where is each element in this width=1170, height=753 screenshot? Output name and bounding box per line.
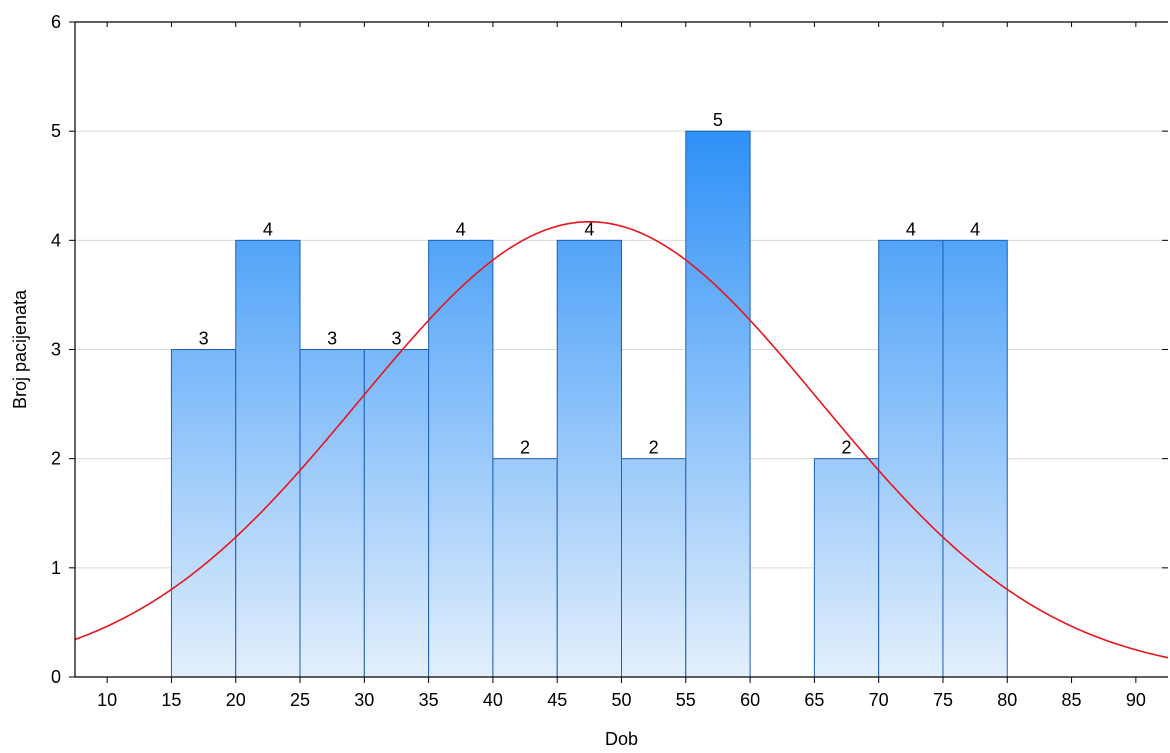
y-tick-label: 6 bbox=[51, 12, 61, 32]
x-tick-label: 35 bbox=[419, 690, 439, 710]
y-tick-label: 0 bbox=[51, 667, 61, 687]
x-tick-label: 55 bbox=[676, 690, 696, 710]
bar-value-label: 4 bbox=[906, 219, 916, 239]
y-tick-label: 3 bbox=[51, 340, 61, 360]
bars bbox=[170, 130, 1008, 678]
bar-value-label: 2 bbox=[520, 438, 530, 458]
bar-value-label: 2 bbox=[649, 438, 659, 458]
x-tick-label: 40 bbox=[483, 690, 503, 710]
bar-value-label: 4 bbox=[456, 219, 466, 239]
y-tick-label: 5 bbox=[51, 121, 61, 141]
y-tick-label: 2 bbox=[51, 449, 61, 469]
data-labels: 3 4 3 3 4 2 4 2 5 2 4 4 bbox=[199, 110, 981, 458]
x-tick-label: 85 bbox=[1062, 690, 1082, 710]
bar-value-label: 3 bbox=[199, 329, 209, 349]
histogram-bar bbox=[685, 130, 751, 678]
bar-value-label: 4 bbox=[263, 219, 273, 239]
x-tick-label: 90 bbox=[1126, 690, 1146, 710]
bar-value-label: 5 bbox=[713, 110, 723, 130]
x-tick-label: 15 bbox=[161, 690, 181, 710]
normal-curve bbox=[74, 220, 1169, 659]
bar-value-label: 3 bbox=[391, 329, 401, 349]
histogram-bar bbox=[492, 458, 558, 678]
x-tick-label: 25 bbox=[290, 690, 310, 710]
histogram-bar bbox=[170, 349, 237, 678]
histogram-bar bbox=[621, 458, 687, 678]
x-tick-label: 75 bbox=[933, 690, 953, 710]
x-tick-label: 80 bbox=[997, 690, 1017, 710]
bar-value-label: 2 bbox=[842, 438, 852, 458]
x-tick-label: 60 bbox=[740, 690, 760, 710]
normal-curve-line bbox=[74, 220, 1169, 659]
y-axis-title: Broj pacijenata bbox=[10, 289, 30, 409]
x-tick-label: 70 bbox=[869, 690, 889, 710]
x-tick-label: 45 bbox=[547, 690, 567, 710]
bar-value-label: 3 bbox=[327, 329, 337, 349]
y-tick-label: 1 bbox=[51, 558, 61, 578]
x-tick-label: 20 bbox=[226, 690, 246, 710]
histogram-bar bbox=[942, 239, 1008, 678]
histogram-bar bbox=[813, 458, 880, 678]
bar-value-label: 4 bbox=[970, 219, 980, 239]
histogram-bar bbox=[299, 349, 365, 678]
y-tick-label: 4 bbox=[51, 230, 61, 250]
x-tick-label: 65 bbox=[804, 690, 824, 710]
histogram-bar bbox=[556, 239, 622, 678]
x-tick-label: 50 bbox=[611, 690, 631, 710]
bar-value-label: 4 bbox=[584, 219, 594, 239]
histogram-bar bbox=[878, 239, 944, 678]
histogram-bar bbox=[428, 239, 494, 678]
histogram-bar bbox=[235, 239, 301, 678]
x-axis-title: Dob bbox=[605, 729, 638, 749]
x-tick-label: 10 bbox=[97, 690, 117, 710]
histogram-bar bbox=[363, 349, 430, 678]
x-tick-label: 30 bbox=[354, 690, 374, 710]
